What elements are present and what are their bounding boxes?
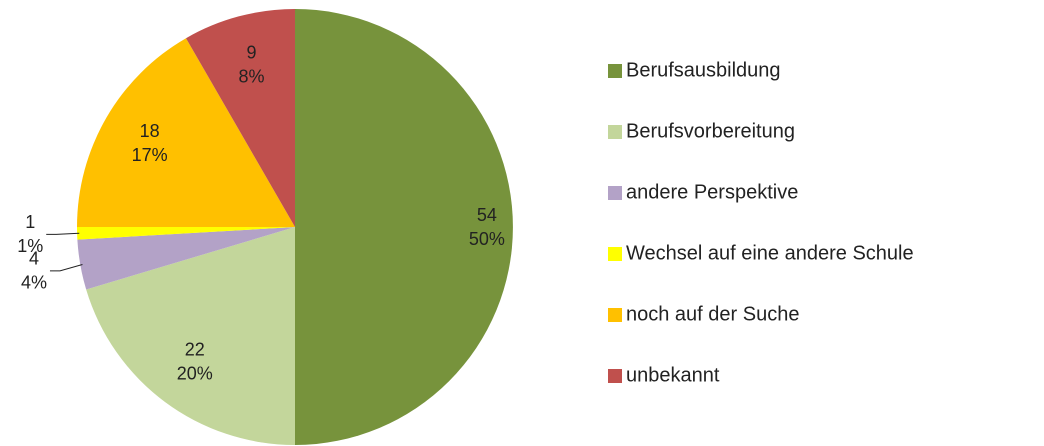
- legend-swatch: [608, 369, 622, 383]
- data-label: 1: [25, 212, 35, 232]
- data-label: 22: [185, 339, 205, 359]
- leader-line: [46, 232, 80, 235]
- legend-label: andere Perspektive: [626, 181, 798, 203]
- legend-swatch: [608, 125, 622, 139]
- percent-label: 8%: [239, 67, 265, 87]
- legend-swatch: [608, 308, 622, 322]
- pie-slice: [77, 38, 295, 227]
- pie-slice: [77, 227, 295, 240]
- percent-label: 50%: [469, 229, 505, 249]
- pie-slice: [295, 9, 513, 445]
- legend-label: noch auf der Suche: [626, 303, 799, 325]
- legend-label: Wechsel auf eine andere Schule: [626, 242, 914, 264]
- data-label: 54: [477, 205, 497, 225]
- data-label: 4: [29, 249, 39, 269]
- percent-label: 20%: [177, 363, 213, 383]
- legend-swatch: [608, 64, 622, 78]
- pie-slice: [186, 9, 295, 227]
- legend-label: Berufsausbildung: [626, 59, 781, 81]
- legend-label: unbekannt: [626, 364, 720, 386]
- pie-slice: [77, 227, 295, 290]
- pie-slice: [86, 227, 295, 445]
- leader-line: [49, 263, 83, 272]
- percent-label: 17%: [132, 145, 168, 165]
- legend-swatch: [608, 186, 622, 200]
- legend-swatch: [608, 247, 622, 261]
- percent-label: 1%: [17, 236, 43, 256]
- legend-label: Berufsvorbereitung: [626, 120, 795, 142]
- percent-label: 4%: [21, 273, 47, 293]
- data-label: 9: [247, 43, 257, 63]
- data-label: 18: [140, 121, 160, 141]
